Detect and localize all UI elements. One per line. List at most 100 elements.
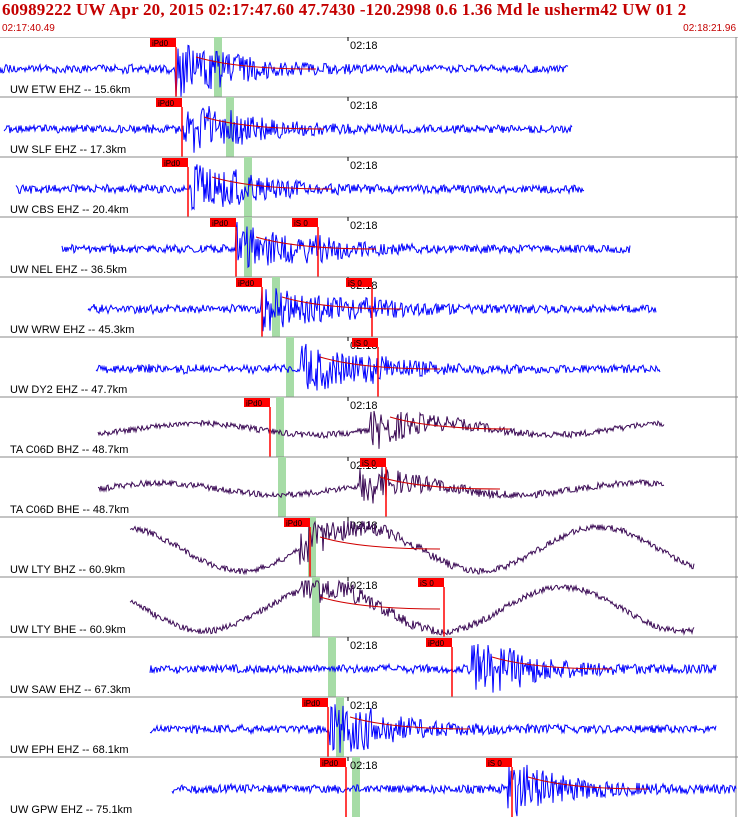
station-label: UW EPH EHZ -- 68.1km (10, 744, 129, 756)
synthetic-curve (195, 56, 317, 70)
minute-tick-label: 02:18 (350, 400, 378, 412)
trace-panel: 02:18 iPd0 UW EPH EHZ -- 68.1km (0, 696, 738, 757)
pick-label: iPd0 (238, 279, 255, 288)
station-label: UW DY2 EHZ -- 47.7km (10, 384, 127, 396)
pick-label: iS 0 (294, 219, 308, 228)
waveform (97, 466, 665, 504)
pick-window (312, 577, 320, 637)
synthetic-curve (281, 296, 403, 310)
pick-label-bg (292, 218, 318, 227)
minute-tick-label: 02:18 (350, 640, 378, 652)
trace-panel: 02:18 iPd0 TA C06D BHZ -- 48.7km (0, 396, 738, 457)
pick-label-bg (352, 338, 378, 347)
pick-window (272, 277, 280, 337)
pick-window (352, 757, 360, 817)
pick-label: iPd0 (164, 159, 181, 168)
station-label: UW WRW EHZ -- 45.3km (10, 324, 134, 336)
station-label: UW NEL EHZ -- 36.5km (10, 264, 127, 276)
trace-panel: 02:18 iS 0 UW LTY BHE -- 60.9km (0, 576, 738, 637)
synthetic-curve (319, 596, 441, 610)
pick-window (276, 397, 284, 457)
minute-tick-label: 02:18 (350, 760, 378, 772)
pick-label-bg (210, 218, 236, 227)
pick-label: iPd0 (322, 759, 339, 768)
synthetic-curve (349, 716, 471, 730)
station-label: UW SLF EHZ -- 17.3km (10, 144, 126, 156)
pick-label-bg (244, 398, 270, 407)
station-label: UW GPW EHZ -- 75.1km (10, 804, 132, 816)
seismogram-panel: 02:18 iPd0 UW ETW EHZ -- 15.6km 02:18 iPd0 UW… (0, 37, 738, 817)
minute-tick-label: 02:18 (350, 700, 378, 712)
pick-label: iS 0 (362, 459, 376, 468)
pick-window (214, 37, 222, 97)
pick-label-bg (284, 518, 310, 527)
trace-panel: 02:18 iPd0 UW SAW EHZ -- 67.3km (0, 636, 738, 697)
pick-label-bg (360, 458, 386, 467)
pick-label: iPd0 (428, 639, 445, 648)
pick-label: iS 0 (488, 759, 502, 768)
pick-label: iPd0 (158, 99, 175, 108)
station-label: UW SAW EHZ -- 67.3km (10, 684, 131, 696)
trace-panel: 02:18 iPd0 UW ETW EHZ -- 15.6km (0, 37, 738, 98)
pick-window (244, 157, 252, 217)
pick-label: iS 0 (420, 579, 434, 588)
pick-window (308, 517, 316, 577)
pick-label-bg (418, 578, 444, 587)
station-label: UW LTY BHZ -- 60.9km (10, 564, 125, 576)
synthetic-curve (203, 116, 325, 130)
pick-label: iPd0 (246, 399, 263, 408)
synthetic-curve (211, 176, 333, 190)
pick-label-bg (162, 158, 188, 167)
station-label: UW ETW EHZ -- 15.6km (10, 84, 130, 96)
start-time: 02:17:40.49 (2, 23, 55, 34)
waveform (149, 704, 717, 753)
synthetic-curve (389, 416, 511, 430)
minute-tick-label: 02:18 (350, 160, 378, 172)
synthetic-curve (319, 536, 441, 550)
event-header: 60989222 UW Apr 20, 2015 02:17:47.60 47.… (2, 0, 687, 19)
pick-label-bg (236, 278, 262, 287)
minute-tick-label: 02:18 (350, 220, 378, 232)
station-label: UW CBS EHZ -- 20.4km (10, 204, 129, 216)
trace-panel: 02:18 iPd0 iS 0 UW GPW EHZ -- 75.1km (0, 756, 738, 817)
station-label: TA C06D BHE -- 48.7km (10, 504, 129, 516)
waveform (129, 520, 695, 576)
pick-window (336, 697, 344, 757)
station-label: UW LTY BHE -- 60.9km (10, 624, 126, 636)
pick-window (278, 457, 286, 517)
waveform (3, 106, 573, 153)
waveform (149, 644, 717, 693)
pick-label-bg (302, 698, 328, 707)
trace-panel: 02:18 iPd0 iS 0 UW NEL EHZ -- 36.5km (0, 216, 738, 277)
pick-label: iS 0 (354, 339, 368, 348)
waveform (61, 221, 631, 269)
pick-label-bg (320, 758, 346, 767)
pick-label: iPd0 (152, 39, 169, 48)
pick-label: iPd0 (212, 219, 229, 228)
pick-label-bg (156, 98, 182, 107)
waveform (15, 164, 585, 211)
minute-tick-label: 02:18 (350, 580, 378, 592)
pick-label-bg (486, 758, 512, 767)
pick-label-bg (346, 278, 372, 287)
waveform (0, 44, 569, 98)
synthetic-curve (379, 476, 501, 490)
end-time: 02:18:21.96 (683, 23, 736, 34)
pick-label: iPd0 (304, 699, 321, 708)
station-label: TA C06D BHZ -- 48.7km (10, 444, 128, 456)
synthetic-curve (527, 776, 649, 790)
minute-tick-label: 02:18 (350, 100, 378, 112)
synthetic-curve (319, 356, 441, 370)
trace-panel: 02:18 iPd0 UW CBS EHZ -- 20.4km (0, 156, 738, 217)
pick-label-bg (150, 38, 176, 47)
pick-label-bg (426, 638, 452, 647)
waveform (97, 410, 665, 449)
minute-tick-label: 02:18 (350, 40, 378, 52)
trace-panel: 02:18 iPd0 UW SLF EHZ -- 17.3km (0, 96, 738, 157)
synthetic-curve (255, 236, 377, 250)
pick-label: iPd0 (286, 519, 303, 528)
